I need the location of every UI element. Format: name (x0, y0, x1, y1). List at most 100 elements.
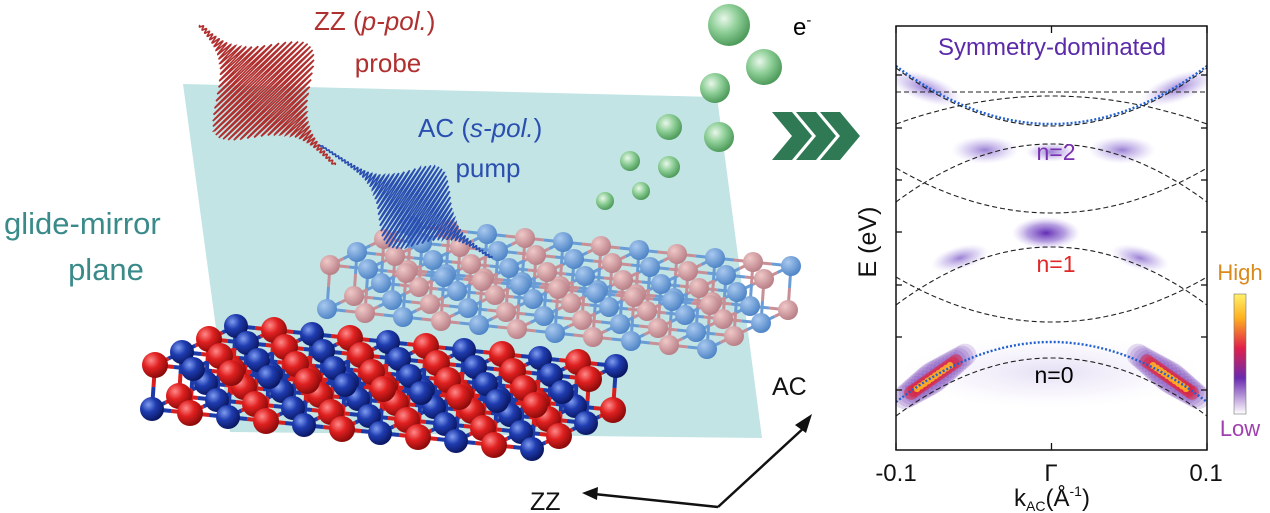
x-tick-label: 0.1 (1189, 460, 1222, 487)
atom-blue (520, 437, 544, 461)
atom-red (648, 318, 668, 338)
atom-blue (257, 365, 281, 389)
atom-red (546, 423, 572, 449)
intensity-spot (901, 336, 1201, 408)
atom-red (667, 244, 687, 264)
atom-red (420, 294, 440, 314)
atom-blue (347, 242, 367, 262)
probe-label-line2: probe (355, 48, 422, 78)
pump-pulse (319, 144, 493, 259)
atom-red (689, 278, 709, 298)
intensity-spot (1110, 244, 1170, 272)
atom-blue (333, 373, 357, 397)
atom-blue (705, 248, 725, 268)
band-curve (896, 143, 1207, 203)
atom-blue (651, 274, 671, 294)
atom-red (370, 376, 396, 402)
band-curve (896, 65, 1207, 126)
electron-sphere (708, 4, 750, 46)
atom-blue (662, 291, 682, 311)
atom-red (576, 366, 602, 392)
atom-blue (216, 405, 240, 429)
atom-blue (409, 381, 433, 405)
atom-blue (423, 250, 443, 270)
atom-red (472, 271, 492, 291)
atom-red (561, 293, 581, 313)
atom-blue (447, 281, 467, 301)
atom-blue (740, 296, 760, 316)
atom-blue (140, 397, 164, 421)
x-axis-label: kAC(Å-1) (1014, 483, 1090, 513)
atom-blue (458, 298, 478, 318)
atom-blue (574, 411, 598, 435)
atom-blue (534, 306, 554, 326)
atom-red (329, 416, 355, 442)
band-label-n1: n=1 (1036, 251, 1075, 277)
intensity-spot (1025, 142, 1077, 162)
intensity-spot (930, 244, 990, 272)
atom-blue (629, 240, 649, 260)
atom-blue (686, 322, 706, 342)
atom-blue (398, 364, 422, 388)
atom-red (515, 228, 535, 248)
atom-blue (358, 259, 378, 279)
atom-blue (382, 290, 402, 310)
atom-red (572, 310, 592, 330)
atom-red (537, 262, 557, 282)
atom-blue (317, 299, 337, 319)
atom-red (637, 301, 657, 321)
electron-sphere (704, 122, 734, 152)
electron-label: e- (793, 12, 811, 41)
atom-red (496, 302, 516, 322)
floquet-bands (896, 67, 1207, 417)
atom-red (659, 335, 679, 355)
atom-blue (751, 313, 771, 333)
atom-red (355, 303, 375, 323)
electron-sphere (596, 192, 614, 210)
atom-red (602, 253, 622, 273)
band-curve (896, 340, 1207, 403)
atom-blue (393, 307, 413, 327)
atom-red (678, 261, 698, 281)
atom-blue (452, 338, 476, 362)
colorbar-high-label: High (1217, 260, 1262, 285)
atom-blue (564, 249, 584, 269)
atom-blue (781, 256, 801, 276)
y-axis-label: E (eV) (854, 207, 882, 278)
atom-blue (697, 339, 717, 359)
chart-ticks (895, 26, 1208, 450)
atom-blue (528, 346, 552, 370)
heatmap-area (896, 65, 1207, 417)
atom-blue (604, 354, 628, 378)
intensity-spot (1012, 217, 1080, 249)
atom-red (526, 245, 546, 265)
atom-blue (181, 357, 205, 381)
atom-blue (553, 232, 573, 252)
atom-blue (311, 339, 335, 363)
atom-red (743, 252, 763, 272)
intensity-blobs (896, 69, 1207, 410)
band-curve (896, 276, 1207, 323)
electron-sphere (746, 49, 782, 85)
band-curve (896, 167, 1207, 214)
band-curve (896, 67, 1207, 127)
atom-blue (675, 305, 695, 325)
atom-blue (246, 348, 270, 372)
intensity-spot (951, 136, 1019, 164)
atom-red (461, 254, 481, 274)
atom-blue (510, 275, 530, 295)
atom-blue (463, 355, 487, 379)
atom-blue (539, 363, 563, 387)
atom-red (700, 295, 720, 315)
colorbar (1233, 293, 1247, 415)
atom-red (294, 368, 320, 394)
atom-red (591, 236, 611, 256)
colorbar-low-label: Low (1220, 416, 1260, 441)
atom-blue (586, 283, 606, 303)
x-tick-label: -0.1 (875, 460, 916, 487)
axis-ac-label: AC (772, 373, 807, 401)
atom-blue (444, 429, 468, 453)
atom-red (396, 263, 416, 283)
